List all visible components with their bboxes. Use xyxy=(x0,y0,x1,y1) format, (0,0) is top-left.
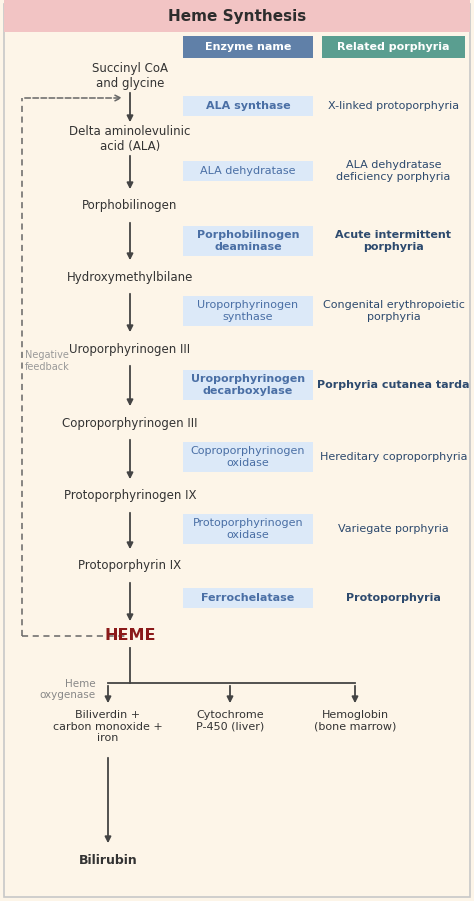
Bar xyxy=(183,442,313,472)
Bar xyxy=(183,296,313,326)
Text: Related porphyria: Related porphyria xyxy=(337,42,450,52)
Text: Negative
feedback: Negative feedback xyxy=(25,350,70,372)
Bar xyxy=(4,0,470,32)
Bar xyxy=(183,370,313,400)
Text: Variegate porphyria: Variegate porphyria xyxy=(338,524,449,534)
Text: ALA synthase: ALA synthase xyxy=(206,101,290,111)
Text: HEME: HEME xyxy=(104,629,156,643)
Text: X-linked protoporphyria: X-linked protoporphyria xyxy=(328,101,459,111)
Text: Bilirubin: Bilirubin xyxy=(79,854,137,867)
Bar xyxy=(183,226,313,256)
Text: Uroporphyrinogen
decarboxylase: Uroporphyrinogen decarboxylase xyxy=(191,374,305,396)
Text: Protoporphyria: Protoporphyria xyxy=(346,593,441,603)
Text: Porphyria cutanea tarda: Porphyria cutanea tarda xyxy=(317,380,470,390)
Text: Congenital erythropoietic
porphyria: Congenital erythropoietic porphyria xyxy=(323,300,465,322)
Text: Protoporphyrinogen IX: Protoporphyrinogen IX xyxy=(64,489,196,503)
Text: Acute intermittent
porphyria: Acute intermittent porphyria xyxy=(336,230,452,251)
Bar xyxy=(183,36,313,58)
Bar xyxy=(183,161,313,181)
Text: ALA dehydratase: ALA dehydratase xyxy=(200,166,296,176)
Text: Heme Synthesis: Heme Synthesis xyxy=(168,8,306,23)
Text: Protoporphyrin IX: Protoporphyrin IX xyxy=(78,560,182,572)
Text: Hydroxymethylbilane: Hydroxymethylbilane xyxy=(67,270,193,284)
Text: Protoporphyrinogen
oxidase: Protoporphyrinogen oxidase xyxy=(193,518,303,540)
Bar xyxy=(183,96,313,116)
Bar xyxy=(183,514,313,544)
Text: Succinyl CoA
and glycine: Succinyl CoA and glycine xyxy=(92,62,168,90)
Text: Enzyme name: Enzyme name xyxy=(205,42,291,52)
Text: Coproporphyrinogen
oxidase: Coproporphyrinogen oxidase xyxy=(191,446,305,468)
Text: Cytochrome
P-450 (liver): Cytochrome P-450 (liver) xyxy=(196,710,264,732)
Text: Coproporphyrinogen III: Coproporphyrinogen III xyxy=(62,416,198,430)
Bar xyxy=(183,588,313,608)
Text: Porphobilinogen: Porphobilinogen xyxy=(82,199,178,213)
Text: Biliverdin +
carbon monoxide +
iron: Biliverdin + carbon monoxide + iron xyxy=(53,710,163,743)
Text: Porphobilinogen
deaminase: Porphobilinogen deaminase xyxy=(197,230,299,251)
Text: ALA dehydratase
deficiency porphyria: ALA dehydratase deficiency porphyria xyxy=(337,160,451,182)
Text: Hemoglobin
(bone marrow): Hemoglobin (bone marrow) xyxy=(314,710,396,732)
Text: Delta aminolevulinic
acid (ALA): Delta aminolevulinic acid (ALA) xyxy=(69,125,191,153)
Text: Uroporphyrinogen
synthase: Uroporphyrinogen synthase xyxy=(198,300,299,322)
Text: Uroporphyrinogen III: Uroporphyrinogen III xyxy=(69,342,191,356)
Text: Hereditary coproporphyria: Hereditary coproporphyria xyxy=(320,452,467,462)
Text: Ferrochelatase: Ferrochelatase xyxy=(201,593,295,603)
Text: Heme
oxygenase: Heme oxygenase xyxy=(40,678,96,700)
Bar xyxy=(322,36,465,58)
